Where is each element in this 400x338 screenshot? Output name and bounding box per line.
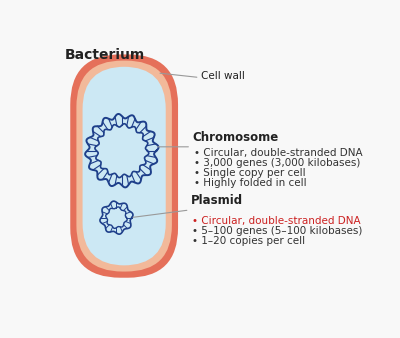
Text: Chromosome: Chromosome bbox=[193, 131, 279, 144]
Text: • Highly folded in cell: • Highly folded in cell bbox=[194, 178, 307, 188]
FancyBboxPatch shape bbox=[70, 54, 178, 278]
Text: • Circular, double-stranded DNA: • Circular, double-stranded DNA bbox=[194, 148, 363, 159]
FancyBboxPatch shape bbox=[76, 61, 172, 271]
Text: Plasmid: Plasmid bbox=[191, 194, 243, 207]
Text: • 5–100 genes (5–100 kilobases): • 5–100 genes (5–100 kilobases) bbox=[192, 226, 362, 236]
Text: Bacterium: Bacterium bbox=[65, 48, 145, 62]
Text: • Single copy per cell: • Single copy per cell bbox=[194, 168, 306, 178]
Text: • Circular, double-stranded DNA: • Circular, double-stranded DNA bbox=[192, 216, 360, 226]
Text: • 3,000 genes (3,000 kilobases): • 3,000 genes (3,000 kilobases) bbox=[194, 159, 360, 168]
Text: Cell wall: Cell wall bbox=[201, 71, 245, 81]
Text: • 1–20 copies per cell: • 1–20 copies per cell bbox=[192, 236, 305, 246]
FancyBboxPatch shape bbox=[82, 67, 166, 265]
